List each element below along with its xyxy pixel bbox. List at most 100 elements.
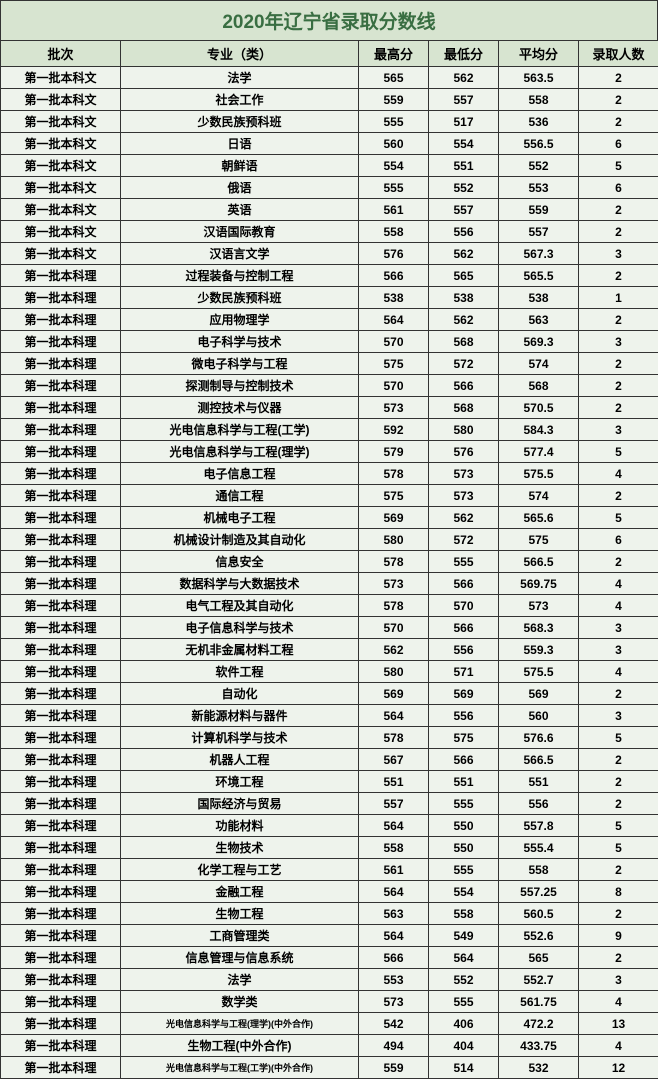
cell-batch: 第一批本科理 xyxy=(1,331,121,353)
cell-major: 光电信息科学与工程(理学) xyxy=(121,441,359,463)
cell-major: 环境工程 xyxy=(121,771,359,793)
table-row: 第一批本科文日语560554556.56 xyxy=(1,133,658,155)
cell-count: 3 xyxy=(579,639,658,661)
cell-low: 556 xyxy=(429,221,499,243)
table-row: 第一批本科理测控技术与仪器573568570.52 xyxy=(1,397,658,419)
cell-low: 551 xyxy=(429,155,499,177)
cell-high: 555 xyxy=(359,177,429,199)
cell-major: 工商管理类 xyxy=(121,925,359,947)
cell-batch: 第一批本科理 xyxy=(1,815,121,837)
cell-low: 562 xyxy=(429,243,499,265)
cell-low: 576 xyxy=(429,441,499,463)
cell-low: 549 xyxy=(429,925,499,947)
cell-major: 数学类 xyxy=(121,991,359,1013)
table-row: 第一批本科文朝鲜语5545515525 xyxy=(1,155,658,177)
table-row: 第一批本科理过程装备与控制工程566565565.52 xyxy=(1,265,658,287)
cell-low: 575 xyxy=(429,727,499,749)
table-row: 第一批本科理数学类573555561.754 xyxy=(1,991,658,1013)
cell-batch: 第一批本科文 xyxy=(1,155,121,177)
cell-major: 电子科学与技术 xyxy=(121,331,359,353)
cell-avg: 552.6 xyxy=(499,925,579,947)
cell-high: 564 xyxy=(359,705,429,727)
cell-high: 559 xyxy=(359,1057,429,1079)
cell-high: 578 xyxy=(359,551,429,573)
table-row: 第一批本科理信息管理与信息系统5665645652 xyxy=(1,947,658,969)
cell-batch: 第一批本科理 xyxy=(1,1035,121,1057)
cell-major: 法学 xyxy=(121,969,359,991)
cell-major: 新能源材料与器件 xyxy=(121,705,359,727)
cell-batch: 第一批本科理 xyxy=(1,287,121,309)
cell-count: 2 xyxy=(579,793,658,815)
table-row: 第一批本科理生物工程(中外合作)494404433.754 xyxy=(1,1035,658,1057)
cell-count: 4 xyxy=(579,463,658,485)
cell-count: 4 xyxy=(579,1035,658,1057)
cell-avg: 557.25 xyxy=(499,881,579,903)
cell-low: 404 xyxy=(429,1035,499,1057)
cell-high: 554 xyxy=(359,155,429,177)
table-row: 第一批本科理通信工程5755735742 xyxy=(1,485,658,507)
cell-batch: 第一批本科理 xyxy=(1,265,121,287)
cell-count: 2 xyxy=(579,265,658,287)
cell-high: 565 xyxy=(359,67,429,89)
table-row: 第一批本科理电子信息工程578573575.54 xyxy=(1,463,658,485)
cell-low: 566 xyxy=(429,749,499,771)
cell-high: 538 xyxy=(359,287,429,309)
cell-avg: 557.8 xyxy=(499,815,579,837)
cell-major: 法学 xyxy=(121,67,359,89)
cell-batch: 第一批本科理 xyxy=(1,705,121,727)
cell-count: 2 xyxy=(579,221,658,243)
table-row: 第一批本科理金融工程564554557.258 xyxy=(1,881,658,903)
cell-batch: 第一批本科理 xyxy=(1,617,121,639)
cell-high: 575 xyxy=(359,485,429,507)
cell-high: 570 xyxy=(359,375,429,397)
cell-batch: 第一批本科文 xyxy=(1,199,121,221)
cell-high: 561 xyxy=(359,859,429,881)
cell-batch: 第一批本科理 xyxy=(1,595,121,617)
cell-major: 光电信息科学与工程(工学)(中外合作) xyxy=(121,1057,359,1079)
cell-count: 5 xyxy=(579,155,658,177)
cell-batch: 第一批本科文 xyxy=(1,111,121,133)
cell-high: 542 xyxy=(359,1013,429,1035)
table-row: 第一批本科理应用物理学5645625632 xyxy=(1,309,658,331)
cell-count: 2 xyxy=(579,683,658,705)
cell-batch: 第一批本科理 xyxy=(1,639,121,661)
cell-avg: 563 xyxy=(499,309,579,331)
cell-major: 日语 xyxy=(121,133,359,155)
table-row: 第一批本科理生物工程563558560.52 xyxy=(1,903,658,925)
cell-batch: 第一批本科理 xyxy=(1,397,121,419)
cell-avg: 558 xyxy=(499,89,579,111)
cell-major: 功能材料 xyxy=(121,815,359,837)
cell-avg: 536 xyxy=(499,111,579,133)
header-major: 专业（类） xyxy=(121,41,359,67)
cell-high: 557 xyxy=(359,793,429,815)
cell-high: 579 xyxy=(359,441,429,463)
cell-low: 557 xyxy=(429,89,499,111)
table-row: 第一批本科理电子信息科学与技术570566568.33 xyxy=(1,617,658,639)
table-row: 第一批本科理机械设计制造及其自动化5805725756 xyxy=(1,529,658,551)
cell-low: 517 xyxy=(429,111,499,133)
cell-batch: 第一批本科理 xyxy=(1,551,121,573)
cell-major: 社会工作 xyxy=(121,89,359,111)
cell-avg: 569 xyxy=(499,683,579,705)
cell-major: 微电子科学与工程 xyxy=(121,353,359,375)
cell-low: 555 xyxy=(429,551,499,573)
cell-major: 计算机科学与技术 xyxy=(121,727,359,749)
cell-major: 软件工程 xyxy=(121,661,359,683)
cell-major: 汉语国际教育 xyxy=(121,221,359,243)
cell-major: 光电信息科学与工程(工学) xyxy=(121,419,359,441)
cell-batch: 第一批本科理 xyxy=(1,661,121,683)
cell-avg: 532 xyxy=(499,1057,579,1079)
cell-low: 569 xyxy=(429,683,499,705)
table-row: 第一批本科理信息安全578555566.52 xyxy=(1,551,658,573)
cell-avg: 557 xyxy=(499,221,579,243)
cell-avg: 570.5 xyxy=(499,397,579,419)
cell-count: 2 xyxy=(579,947,658,969)
cell-low: 562 xyxy=(429,67,499,89)
cell-count: 13 xyxy=(579,1013,658,1035)
header-high: 最高分 xyxy=(359,41,429,67)
cell-major: 英语 xyxy=(121,199,359,221)
cell-low: 538 xyxy=(429,287,499,309)
table-row: 第一批本科理法学553552552.73 xyxy=(1,969,658,991)
cell-avg: 560.5 xyxy=(499,903,579,925)
cell-low: 566 xyxy=(429,573,499,595)
